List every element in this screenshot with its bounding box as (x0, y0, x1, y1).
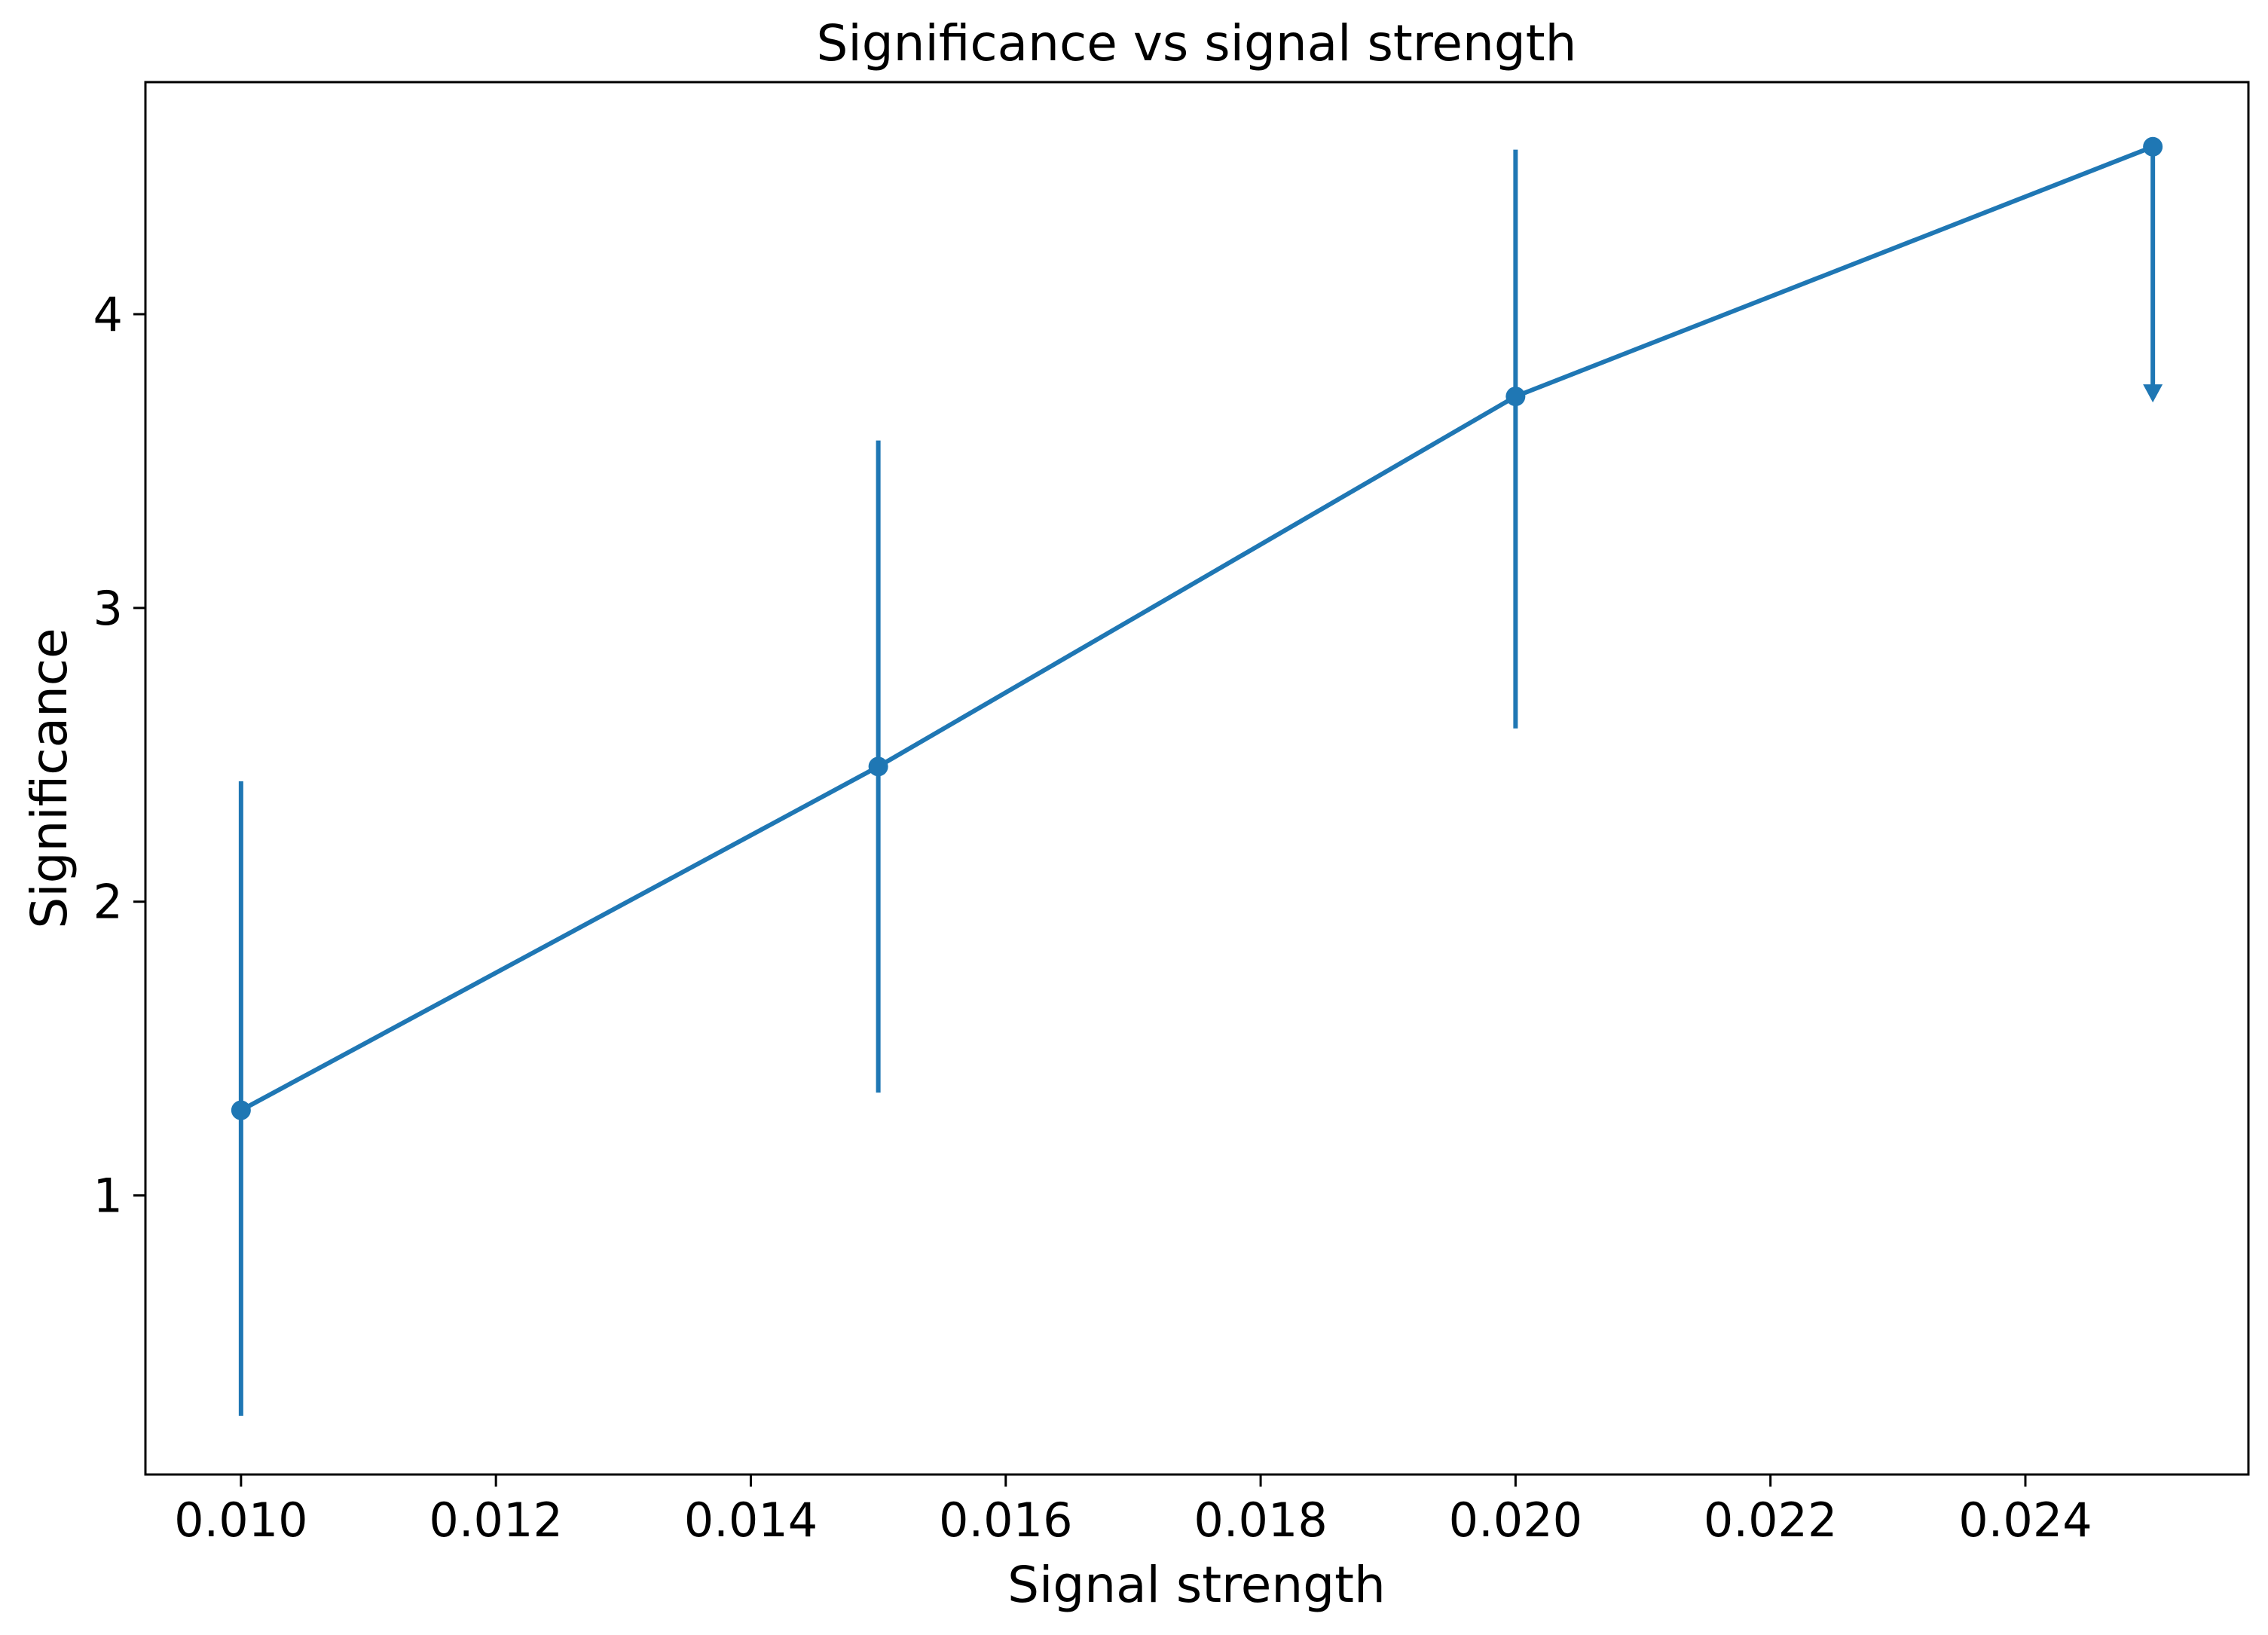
x-tick-label: 0.024 (1958, 1493, 2092, 1548)
x-tick-label: 0.014 (684, 1493, 818, 1548)
y-tick-label: 3 (93, 581, 123, 636)
y-tick-label: 2 (93, 875, 123, 930)
x-tick-label: 0.022 (1704, 1493, 1838, 1548)
upper-limit-arrow-head (2143, 384, 2163, 403)
x-tick-label: 0.016 (939, 1493, 1073, 1548)
y-tick-label: 1 (93, 1169, 123, 1224)
data-point (868, 756, 888, 777)
data-point (2143, 136, 2163, 157)
y-tick-label: 4 (93, 287, 123, 342)
x-axis: 0.010 0.012 0.014 0.016 0.018 0.020 0.022 0.024 (174, 1475, 2092, 1548)
x-tick-label: 0.012 (429, 1493, 563, 1548)
x-tick-label: 0.010 (174, 1493, 308, 1548)
series-line (240, 144, 2154, 1113)
x-tick-label: 0.020 (1449, 1493, 1583, 1548)
plot-frame (144, 81, 2250, 1476)
data-point (1505, 387, 1526, 407)
y-axis-title: Significance (20, 628, 78, 928)
data-point (231, 1100, 251, 1120)
x-axis-title: Signal strength (1007, 1556, 1386, 1614)
chart-title: Significance vs signal strength (817, 14, 1577, 72)
plot-area (231, 136, 2163, 1416)
y-axis: 1 2 3 4 (93, 287, 145, 1224)
x-tick-label: 0.018 (1194, 1493, 1328, 1548)
